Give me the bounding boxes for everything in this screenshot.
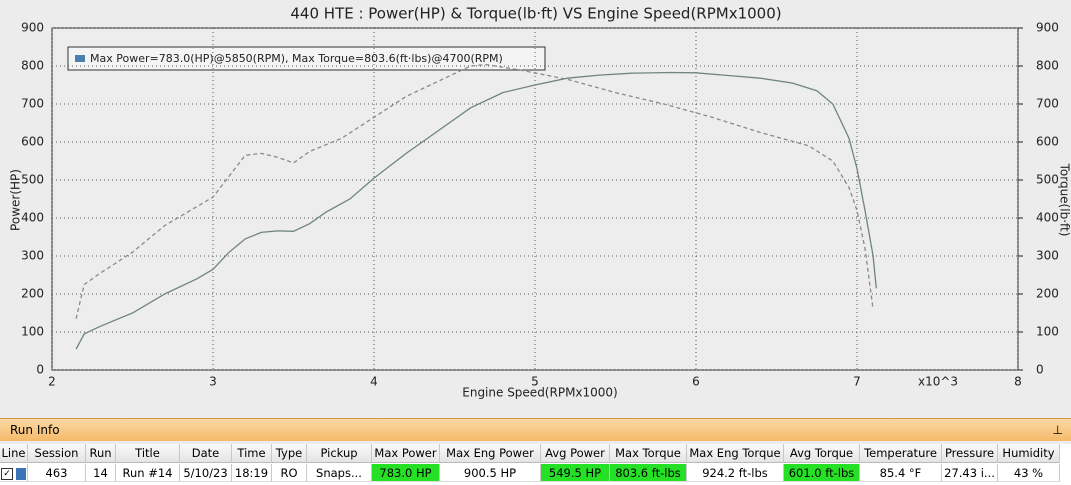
x-tick-label: 6 (692, 375, 700, 389)
y2-tick-label: 100 (1036, 325, 1059, 339)
table-cell: Run #14 (116, 464, 180, 482)
column-header: Avg Torque (784, 444, 860, 463)
column-header: Max Power (372, 444, 440, 463)
table-cell: 601.0 ft-lbs (784, 464, 860, 482)
panel-title: Run Info (10, 423, 60, 437)
y2-tick-label: 600 (1036, 135, 1059, 149)
column-header: Run (86, 444, 116, 463)
x-axis-title: Engine Speed(RPMx1000) (462, 386, 618, 400)
column-header: Avg Power (541, 444, 610, 463)
y-tick-label: 900 (21, 21, 44, 35)
y2-tick-label: 200 (1036, 287, 1059, 301)
x-tick-label: 7 (853, 375, 861, 389)
table-cell: 85.4 °F (860, 464, 942, 482)
table-cell: 549.5 HP (541, 464, 610, 482)
color-swatch (16, 467, 26, 480)
x-tick-label: 3 (209, 375, 217, 389)
legend-swatch (75, 55, 85, 62)
line-cell: ✓ (0, 464, 28, 482)
y-tick-label: 700 (21, 97, 44, 111)
table-cell: 27.43 i... (942, 464, 998, 482)
pin-icon[interactable]: ⊥ (1052, 423, 1063, 437)
table-cell: 18:19 (232, 464, 272, 482)
y2-tick-label: 500 (1036, 173, 1059, 187)
column-header: Humidity (998, 444, 1060, 463)
table-cell: 783.0 HP (372, 464, 440, 482)
x-unit-label: x10^3 (918, 375, 958, 389)
y-tick-label: 600 (21, 135, 44, 149)
y-tick-label: 0 (36, 363, 44, 377)
table-cell: 5/10/23 (180, 464, 232, 482)
table-cell: RO (272, 464, 307, 482)
y2-axis-title: Torque(lb·ft) (1058, 163, 1071, 237)
x-tick-label: 2 (48, 375, 56, 389)
table-cell: 43 % (998, 464, 1060, 482)
y2-tick-label: 0 (1036, 363, 1044, 377)
column-header: Max Eng Torque (687, 444, 784, 463)
x-tick-label: 4 (370, 375, 378, 389)
y-tick-label: 200 (21, 287, 44, 301)
table-cell: 463 (28, 464, 86, 482)
y2-tick-label: 900 (1036, 21, 1059, 35)
column-header: Pressure (942, 444, 998, 463)
y-tick-label: 100 (21, 325, 44, 339)
x-tick-label: 5 (531, 375, 539, 389)
table-cell: 803.6 ft-lbs (610, 464, 687, 482)
legend-text: Max Power=783.0(HP)@5850(RPM), Max Torqu… (90, 52, 503, 65)
y-tick-label: 300 (21, 249, 44, 263)
table-cell: 924.2 ft-lbs (687, 464, 784, 482)
run-table: Line Session Run Title Date Time Type Pickup Max… (0, 444, 1071, 485)
y2-tick-label: 800 (1036, 59, 1059, 73)
panel-header: Run Info ⊥ (0, 418, 1071, 441)
table-cell: 900.5 HP (440, 464, 541, 482)
y2-tick-label: 300 (1036, 249, 1059, 263)
x-tick-label: 8 (1014, 375, 1022, 389)
column-header: Date (180, 444, 232, 463)
column-header: Title (116, 444, 180, 463)
chart-title: 440 HTE : Power(HP) & Torque(lb·ft) VS E… (290, 5, 781, 23)
legend (67, 46, 546, 71)
column-header: Line (0, 444, 28, 463)
column-header: Type (272, 444, 307, 463)
power-line (75, 71, 877, 350)
column-header: Max Eng Power (440, 444, 541, 463)
y-tick-label: 500 (21, 173, 44, 187)
y-tick-label: 400 (21, 211, 44, 225)
chart: 440 HTE : Power(HP) & Torque(lb·ft) VS E… (9, 5, 1071, 400)
plot-area (51, 27, 1019, 371)
column-header: Temperature (860, 444, 942, 463)
table-cell: 14 (86, 464, 116, 482)
column-header: Session (28, 444, 86, 463)
checkbox[interactable]: ✓ (1, 467, 13, 480)
column-header: Time (232, 444, 272, 463)
column-header: Max Torque (610, 444, 687, 463)
y2-tick-label: 400 (1036, 211, 1059, 225)
y-tick-label: 800 (21, 59, 44, 73)
table-cell: Snaps... (307, 464, 372, 482)
column-header: Pickup (307, 444, 372, 463)
y2-tick-label: 700 (1036, 97, 1059, 111)
y-axis-title: Power(HP) (9, 169, 23, 231)
